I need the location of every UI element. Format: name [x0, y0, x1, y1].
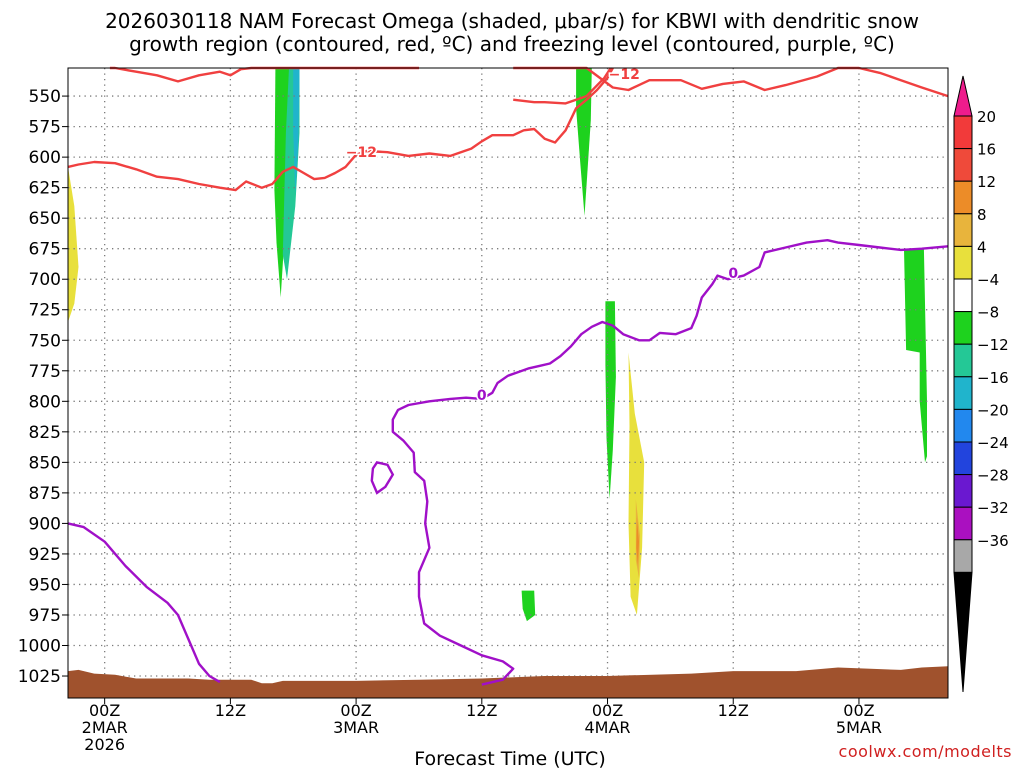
colorbar-swatch [953, 180, 973, 215]
omega-shaded-area [904, 248, 927, 463]
y-tick-label: 800 [29, 392, 61, 412]
y-tick-label: 600 [29, 148, 61, 168]
colorbar-label: −24 [977, 434, 1009, 452]
y-tick-label: 700 [29, 270, 61, 290]
colorbar-label: −20 [977, 401, 1009, 419]
x-tick-label: 00Z [592, 701, 623, 720]
ground-surface [68, 666, 948, 698]
colorbar-swatch [953, 311, 973, 345]
x-tick-label: 4MAR [585, 718, 631, 737]
x-tick-label: 2026 [84, 735, 125, 754]
colorbar-swatch [953, 343, 973, 378]
freezing-contour-label: 0 [728, 266, 738, 282]
colorbar-label: −8 [977, 304, 999, 322]
colorbar-label: −4 [977, 271, 999, 289]
y-tick-label: 725 [29, 301, 61, 321]
omega-shaded-area [605, 301, 616, 499]
freezing-level-loop [370, 461, 395, 495]
x-tick-label: 5MAR [836, 718, 882, 737]
colorbar-swatch [953, 115, 973, 150]
freezing-level-contour [391, 238, 949, 686]
omega-shaded-area [628, 352, 645, 615]
colorbar-swatch [953, 539, 973, 573]
y-tick-label: 950 [29, 575, 61, 595]
colorbar-label: −12 [977, 336, 1009, 354]
colorbar-swatch [953, 506, 973, 541]
y-tick-label: 925 [29, 545, 61, 565]
x-tick-label: 00Z [843, 701, 874, 720]
omega-shaded-area [636, 517, 639, 567]
x-tick-label: 12Z [718, 701, 749, 720]
y-tick-label: 825 [29, 423, 61, 443]
colorbar-swatch [953, 376, 973, 410]
colorbar-top-arrow [953, 75, 973, 117]
x-axis-label: Forecast Time (UTC) [414, 748, 605, 768]
y-tick-label: 975 [29, 606, 61, 626]
colorbar-swatch [953, 441, 973, 476]
colorbar-label: 4 [977, 238, 987, 256]
x-tick-label: 12Z [215, 701, 246, 720]
y-tick-label: 625 [29, 179, 61, 199]
dgz-contour-label: −12 [609, 67, 640, 83]
plot-area [68, 68, 948, 698]
y-tick-label: 775 [29, 362, 61, 382]
colorbar-label: 8 [977, 206, 987, 224]
y-tick-label: 750 [29, 331, 61, 351]
y-tick-label: 850 [29, 453, 61, 473]
dgz-contour-label: −12 [346, 145, 377, 161]
colorbar-swatch [953, 245, 973, 280]
colorbar-label: −28 [977, 467, 1009, 485]
freezing-contour-label: 0 [477, 388, 487, 404]
colorbar-swatch [953, 474, 973, 508]
dgz-contour-upper-right [513, 66, 949, 98]
dgz-contour-mid [513, 67, 612, 105]
x-tick-label: 3MAR [333, 718, 379, 737]
x-tick-label: 00Z [89, 701, 120, 720]
y-tick-label: 650 [29, 209, 61, 229]
y-tick-label: 900 [29, 514, 61, 534]
colorbar-bottom-arrow [953, 571, 973, 693]
colorbar-label: −16 [977, 369, 1009, 387]
omega-shaded-area [293, 68, 300, 194]
source-credit: coolwx.com/modelts [838, 742, 1012, 761]
colorbar-label: 16 [977, 141, 996, 159]
colorbar-swatch [953, 148, 973, 182]
colorbar-swatch [953, 408, 973, 443]
y-tick-label: 550 [29, 87, 61, 107]
colorbar-label: 20 [977, 108, 996, 126]
colorbar-label: −36 [977, 532, 1009, 550]
chart-title-line2: growth region (contoured, red, ºC) and f… [129, 32, 895, 56]
omega-shaded-area [521, 590, 536, 622]
omega-shaded-area [68, 166, 79, 322]
x-tick-label: 12Z [466, 701, 497, 720]
plot-frame [67, 67, 949, 699]
colorbar-label: 12 [977, 173, 996, 191]
x-tick-label: 2MAR [82, 718, 128, 737]
chart-title-line1: 2026030118 NAM Forecast Omega (shaded, μ… [105, 9, 919, 33]
y-tick-label: 875 [29, 484, 61, 504]
y-tick-label: 1000 [18, 637, 61, 657]
freezing-level-contour-low [67, 522, 221, 684]
y-tick-label: 675 [29, 240, 61, 260]
y-tick-label: 575 [29, 118, 61, 138]
dgz-contour-lower [67, 67, 614, 192]
y-tick-label: 1025 [18, 667, 61, 687]
x-tick-label: 00Z [340, 701, 371, 720]
colorbar-swatch [953, 213, 973, 247]
colorbar-label: −32 [977, 499, 1009, 517]
dgz-contour-upper [109, 66, 419, 83]
colorbar-swatch [953, 278, 973, 313]
